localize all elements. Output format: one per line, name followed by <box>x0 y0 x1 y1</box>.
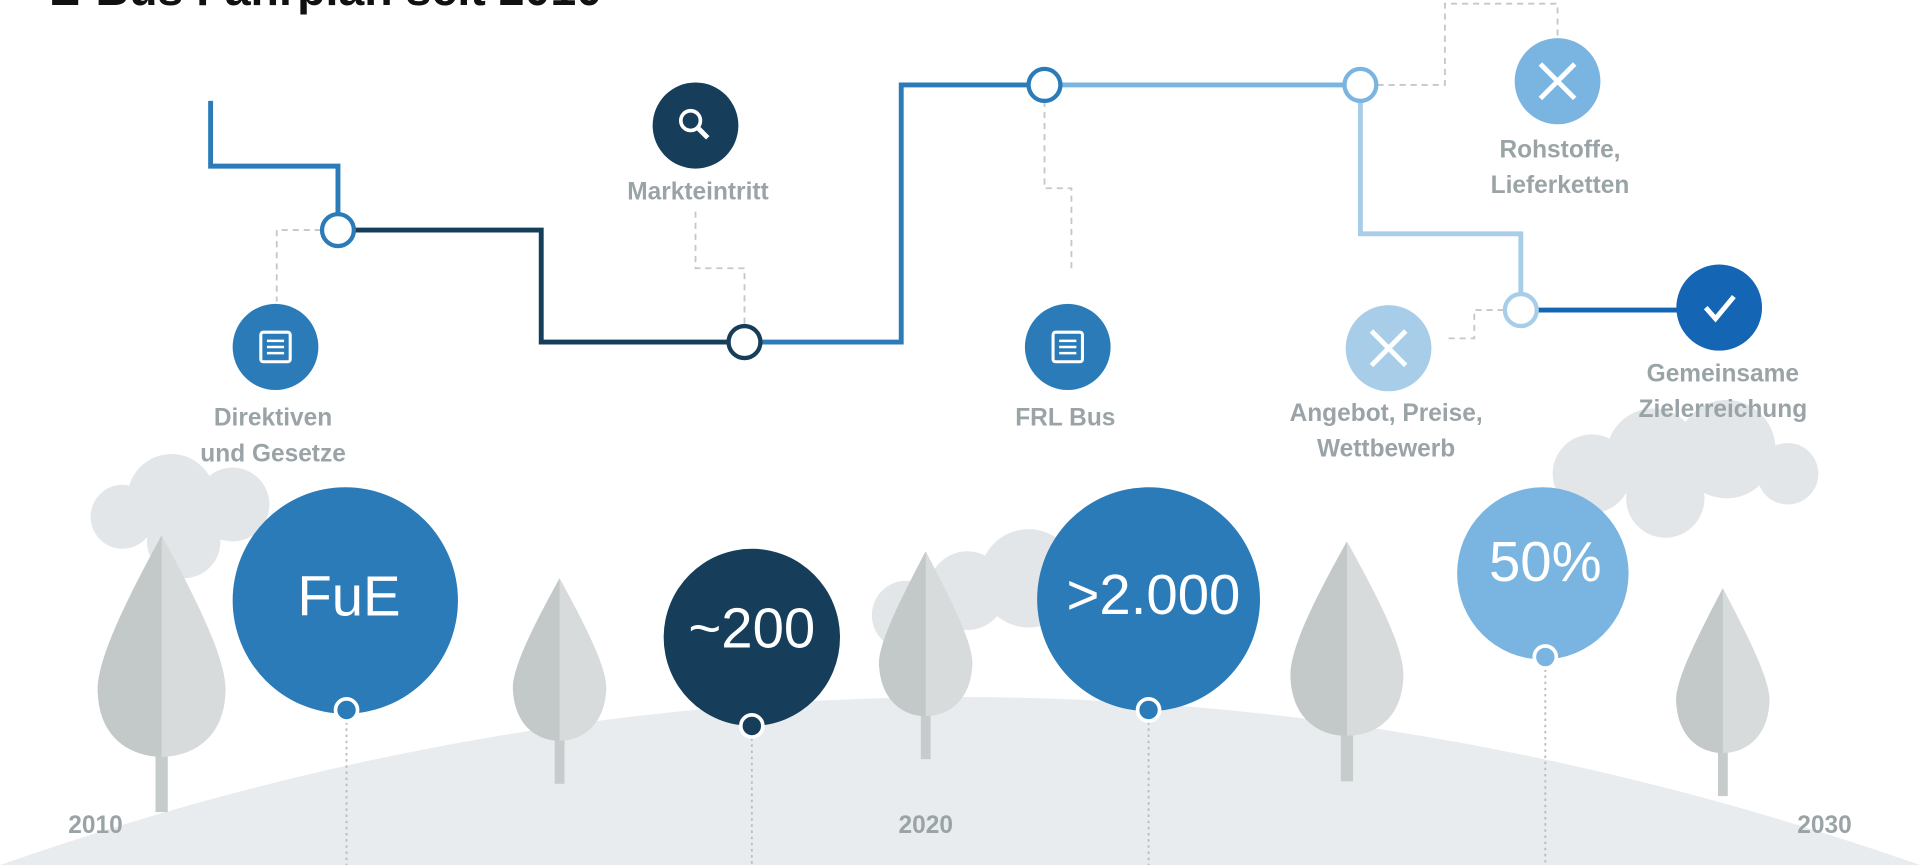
milestone-label: FRL Bus <box>1015 405 1115 432</box>
year-label: 2030 <box>1797 812 1851 839</box>
connectors <box>275 2 1559 340</box>
bubbles: FuE ~200 >2.000 50% <box>232 487 1629 865</box>
title: E-Bus Fahrplan seit 2010 <box>49 0 602 15</box>
milestone-label: Zielerreichung <box>1639 396 1808 423</box>
milestone-labels: Direktiven und Gesetze Markteintritt FRL… <box>200 136 1807 467</box>
milestone-label: Rohstoffe, <box>1500 136 1621 163</box>
milestone-label: Wettbewerb <box>1317 435 1455 462</box>
milestone-label: Markteintritt <box>627 178 768 205</box>
year-label: 2010 <box>68 812 122 839</box>
milestone-label: Direktiven <box>214 405 332 432</box>
milestone-label: und Gesetze <box>200 440 346 467</box>
year-label: 2020 <box>898 812 952 839</box>
timeline-line <box>208 82 1720 345</box>
bubble-label: >2.000 <box>1067 563 1241 626</box>
trees <box>97 535 1770 813</box>
years: 2010 2020 2030 <box>68 812 1851 839</box>
stations <box>319 66 1539 361</box>
bubble-label: ~200 <box>688 596 815 659</box>
milestone-label: Angebot, Preise, <box>1290 400 1483 427</box>
milestone-label: Gemeinsame <box>1647 360 1799 387</box>
bubble-label: FuE <box>297 564 400 627</box>
ground <box>0 697 1920 865</box>
milestone-icons <box>232 38 1763 392</box>
bubble-label: 50% <box>1489 530 1602 593</box>
milestone-label: Lieferketten <box>1491 172 1630 199</box>
